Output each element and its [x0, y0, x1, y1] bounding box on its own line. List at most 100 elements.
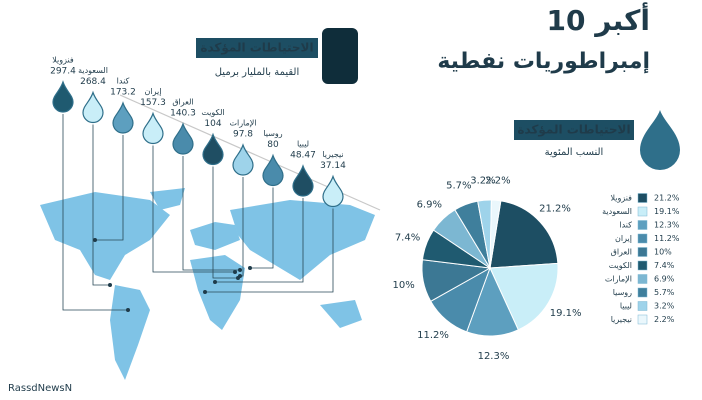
drop — [52, 80, 74, 113]
drop — [202, 132, 224, 166]
slice-label: 19.1% — [550, 308, 582, 319]
location-dot — [248, 266, 252, 270]
drop — [292, 164, 314, 197]
legend-value: 7.4% — [654, 261, 675, 270]
legend-swatch — [637, 301, 648, 311]
section-subtitle: القيمة بالمليار برميل — [215, 67, 300, 78]
location-dot — [213, 280, 217, 284]
section-title: الاحتياطات المؤكدة — [200, 41, 313, 56]
connector — [205, 208, 334, 293]
world-map — [40, 188, 375, 380]
legend-name: الكويت — [609, 261, 632, 270]
value-label: 157.3 — [140, 98, 166, 108]
country-label: ليبيا — [297, 140, 309, 149]
section-title: الاحتياطات المؤكدة — [517, 123, 630, 138]
country-label: الكويت — [201, 108, 224, 117]
legend-value: 10% — [654, 248, 672, 257]
legend-name: روسيا — [613, 288, 632, 297]
legend-swatch — [637, 193, 648, 203]
legend-swatch — [637, 260, 648, 271]
legend-name: إيران — [615, 234, 632, 244]
footer-brand: RassdNewsN — [8, 383, 72, 394]
legend-swatch — [637, 206, 648, 217]
legend-name: نيجيريا — [611, 315, 632, 324]
legend-value: 2.2% — [654, 315, 675, 324]
legend-swatch — [637, 247, 648, 257]
connector — [62, 114, 128, 311]
legend-name: فنزويلا — [610, 194, 632, 203]
connector — [250, 187, 274, 269]
drop — [142, 111, 164, 145]
subtitle: إمبراطوريات نفطية — [437, 49, 650, 74]
location-dot — [93, 238, 97, 242]
legend-swatch — [637, 287, 648, 298]
legend-value: 21.2% — [654, 194, 680, 203]
legend-value: 6.9% — [654, 275, 675, 284]
legend-name: ليبيا — [620, 302, 632, 311]
legend-swatch — [637, 274, 648, 284]
location-dot — [108, 283, 112, 287]
connector — [152, 145, 235, 273]
legend-value: 12.3% — [654, 221, 680, 230]
legend-swatch — [637, 220, 648, 230]
section-subtitle: النسب المئوية — [545, 147, 604, 158]
section-banner — [514, 120, 634, 140]
connector — [92, 124, 110, 286]
connector — [182, 156, 240, 271]
drop — [172, 122, 194, 155]
title: أكبر 10 — [547, 2, 650, 37]
slice-label: 7.4% — [395, 232, 420, 243]
legend-value: 19.1% — [654, 207, 680, 216]
value-label: 268.4 — [80, 77, 106, 87]
slice-label: 12.3% — [478, 351, 510, 362]
country-label: السعودية — [78, 66, 108, 75]
pie-slice — [489, 199, 502, 269]
drop — [82, 90, 104, 124]
value-label: 37.14 — [320, 161, 346, 171]
legend-name: العراق — [611, 248, 632, 257]
drop — [232, 143, 254, 176]
value-label: 80 — [267, 140, 279, 150]
value-label: 297.4 — [50, 67, 76, 77]
country-label: كندا — [117, 77, 130, 86]
location-dot — [233, 270, 237, 274]
country-label: روسيا — [263, 129, 282, 138]
location-dot — [203, 290, 207, 294]
legend-swatch — [637, 314, 648, 325]
value-label: 140.3 — [170, 109, 196, 119]
legend-name: الإمارات — [605, 275, 632, 285]
country-label: فنزويلا — [52, 56, 74, 65]
legend-value: 5.7% — [654, 288, 675, 297]
value-label: 173.2 — [110, 88, 136, 98]
slice-label: 3.2% — [470, 175, 495, 186]
country-label: نيجيريا — [322, 150, 343, 159]
pie-slice — [489, 200, 559, 269]
connector — [95, 135, 124, 241]
slice-label: 21.2% — [539, 204, 571, 215]
location-dot — [238, 274, 242, 278]
slice-label: 2.2% — [485, 175, 510, 186]
country-label: الإمارات — [229, 119, 256, 129]
section-banner — [196, 38, 318, 58]
pie-slice — [489, 262, 559, 331]
value-label: 104 — [204, 119, 221, 129]
country-label: العراق — [172, 98, 193, 107]
country-label: إيران — [145, 87, 162, 97]
legend-name: كندا — [619, 221, 632, 230]
legend-swatch — [637, 233, 648, 244]
legend-value: 3.2% — [654, 302, 675, 311]
connector — [215, 198, 304, 283]
drop — [322, 174, 344, 208]
drop — [262, 153, 284, 187]
slice-label: 11.2% — [417, 330, 449, 341]
slice-label: 5.7% — [446, 181, 471, 192]
barrel-icon — [322, 28, 358, 84]
value-label: 97.8 — [233, 130, 253, 140]
slice-label: 10% — [393, 280, 415, 291]
connector — [212, 166, 238, 279]
legend-value: 11.2% — [654, 234, 680, 243]
value-label: 48.47 — [290, 151, 316, 161]
drop-icon — [640, 110, 680, 170]
location-dot — [126, 308, 130, 312]
